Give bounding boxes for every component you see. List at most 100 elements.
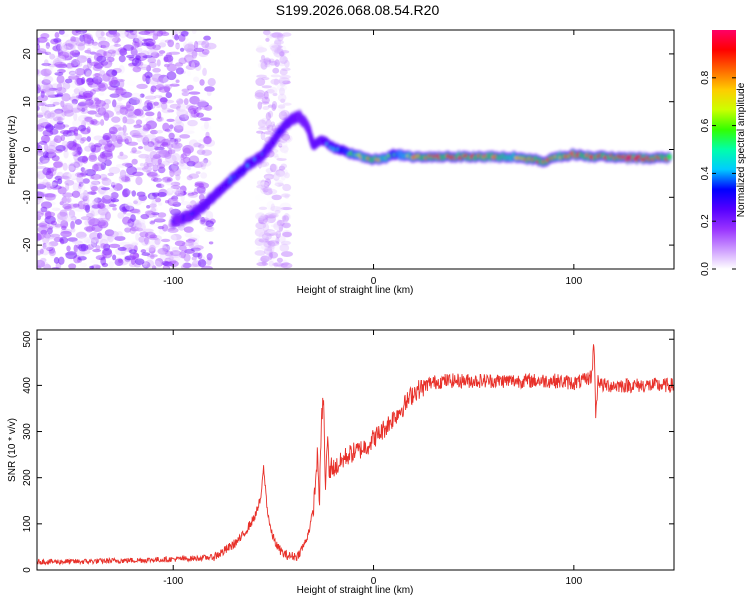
spectrogram-noise-cell bbox=[91, 84, 99, 90]
spectrogram-noise-cell bbox=[154, 258, 164, 267]
spectrogram-noise-cell bbox=[100, 187, 111, 191]
spectrogram-noise-cell bbox=[269, 212, 279, 218]
spectrogram-noise-cell bbox=[64, 78, 73, 84]
spectrogram-noise-cell bbox=[187, 193, 198, 198]
spectrogram-noise-cell bbox=[111, 182, 117, 186]
spectrogram-noise-cell bbox=[80, 216, 92, 221]
spectrogram-noise-cell bbox=[50, 110, 62, 115]
spectrogram-noise-cell bbox=[99, 173, 108, 181]
spectrogram-noise-cell bbox=[169, 83, 180, 87]
spectrogram-noise-cell bbox=[116, 30, 128, 35]
spectrogram-noise-cell bbox=[187, 166, 192, 171]
spectrogram-noise-cell bbox=[168, 132, 175, 140]
spectrogram-noise-cell bbox=[61, 110, 67, 117]
colorbar-tick-label: 0.8 bbox=[700, 70, 711, 84]
spectrogram-noise-cell bbox=[175, 67, 185, 75]
spectrogram-noise-cell bbox=[275, 206, 284, 212]
spectrogram-noise-cell bbox=[76, 175, 84, 184]
spectrogram-noise-cell bbox=[200, 172, 208, 179]
spectrogram-noise-cell bbox=[184, 232, 193, 238]
spectrogram-noise-cell bbox=[108, 166, 121, 175]
spectrogram-noise-cell bbox=[157, 247, 169, 255]
spectrogram-noise-cell bbox=[48, 142, 58, 147]
spectrogram-noise-cell bbox=[119, 48, 128, 56]
spectrogram-noise-cell bbox=[274, 155, 280, 159]
spectrogram-noise-cell bbox=[101, 212, 107, 221]
spectrogram-noise-cell bbox=[269, 231, 279, 236]
spectrogram-noise-cell bbox=[193, 245, 204, 250]
spectrogram-noise-cell bbox=[94, 72, 101, 77]
spectrogram-noise-cell bbox=[194, 182, 205, 188]
spectrogram-noise-cell bbox=[53, 122, 66, 130]
spectrogram-noise-cell bbox=[84, 115, 90, 124]
spectrogram-noise-cell bbox=[270, 74, 281, 78]
spectrogram-noise-cell bbox=[160, 31, 170, 36]
spectrogram-noise-cell bbox=[71, 44, 76, 54]
spectrogram-noise-cell bbox=[279, 81, 286, 87]
spectrogram-noise-cell bbox=[55, 87, 67, 94]
spectrogram-noise-cell bbox=[280, 251, 293, 257]
spectrogram-noise-cell bbox=[138, 30, 151, 36]
spectrogram-noise-cell bbox=[203, 45, 211, 51]
spectrogram-noise-cell bbox=[53, 55, 64, 60]
spectrogram-noise-cell bbox=[183, 130, 195, 134]
spectrogram-noise-cell bbox=[128, 111, 136, 118]
spectrogram-noise-cell bbox=[46, 67, 53, 74]
spectrogram-noise-cell bbox=[97, 36, 107, 41]
spectrogram-noise-cell bbox=[169, 250, 182, 257]
spectrogram-noise-cell bbox=[76, 150, 82, 156]
spectrogram-noise-cell bbox=[179, 190, 187, 196]
spectrogram-noise-cell bbox=[147, 141, 155, 148]
spectrogram-noise-cell bbox=[148, 244, 156, 254]
spectrogram-noise-cell bbox=[188, 155, 200, 165]
spectrogram-noise-cell bbox=[120, 91, 133, 98]
spectrogram-noise-cell bbox=[149, 150, 158, 160]
spectrogram-noise-cell bbox=[262, 187, 269, 193]
spectrogram-noise-cell bbox=[45, 104, 56, 108]
spectrogram-noise-cell bbox=[59, 236, 69, 244]
spectrogram-noise-cell bbox=[85, 70, 93, 79]
spectrogram-noise-cell bbox=[150, 174, 160, 178]
spectrogram-noise-cell bbox=[157, 111, 162, 120]
spectrogram-noise-cell bbox=[152, 30, 164, 37]
spectrogram-noise-cell bbox=[147, 57, 157, 64]
spectrogram-noise-cell bbox=[196, 108, 202, 114]
spectrogram-noise-cell bbox=[202, 67, 207, 77]
spectrogram-noise-cell bbox=[97, 200, 105, 209]
spectrogram-noise-cell bbox=[278, 223, 287, 230]
spectrogram-noise-cell bbox=[198, 51, 209, 58]
spectrogram-noise-cell bbox=[84, 33, 90, 39]
spectrogram-noise-cell bbox=[118, 55, 126, 63]
spectrogram-noise-cell bbox=[54, 31, 60, 39]
spectrogram-noise-cell bbox=[263, 214, 269, 223]
spectrogram-noise-cell bbox=[117, 212, 125, 219]
spectrogram-noise-cell bbox=[93, 61, 99, 65]
spectrogram-noise-cell bbox=[57, 117, 62, 121]
spectrogram-noise-cell bbox=[196, 106, 202, 111]
spectrogram-noise-cell bbox=[84, 49, 91, 54]
spectrogram-noise-cell bbox=[270, 78, 281, 85]
spectrogram-noise-cell bbox=[112, 183, 123, 191]
spectrogram-noise-cell bbox=[189, 263, 199, 268]
spectrogram-noise-cell bbox=[88, 104, 99, 109]
spectrogram-noise-cell bbox=[180, 30, 189, 37]
spectrogram-noise-cell bbox=[198, 144, 205, 149]
spectrogram-noise-cell bbox=[111, 51, 116, 57]
spectrogram-noise-cell bbox=[161, 107, 172, 114]
spectrogram-noise-cell bbox=[160, 238, 171, 243]
spectrogram-noise-cell bbox=[187, 105, 199, 115]
spectrogram-noise-cell bbox=[168, 256, 174, 261]
spectrogram-noise-cell bbox=[66, 245, 71, 252]
spectrogram-noise-cell bbox=[268, 260, 275, 267]
spectrogram-noise-cell bbox=[96, 209, 108, 216]
spectrogram-noise-cell bbox=[53, 160, 64, 169]
spectrogram-noise-cell bbox=[141, 165, 153, 173]
spectrogram-noise-cell bbox=[99, 151, 106, 159]
spectrogram-noise-cell bbox=[184, 248, 196, 254]
spectrogram-noise-cell bbox=[54, 61, 67, 67]
spectrogram-noise-cell bbox=[137, 222, 146, 232]
spectrogram-noise-cell bbox=[90, 210, 95, 219]
spectrogram-noise-cell bbox=[277, 105, 286, 113]
spectrogram-noise-cell bbox=[268, 193, 278, 201]
spectrogram-noise-cell bbox=[37, 233, 45, 241]
